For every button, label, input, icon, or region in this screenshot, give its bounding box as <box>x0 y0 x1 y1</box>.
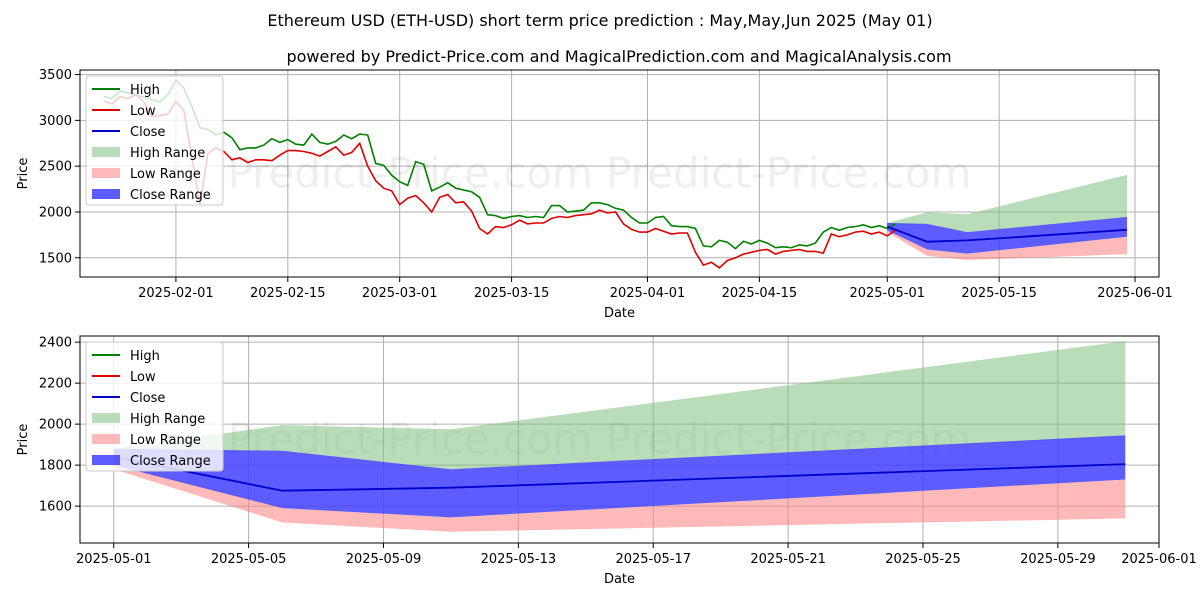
legend-swatch-low-range <box>92 434 120 444</box>
x-tick-label: 2025-05-15 <box>961 286 1037 301</box>
ticks: 2025-02-01 2025-02-15 2025-03-01 2025-03-15… <box>39 68 1173 301</box>
chart-title: Ethereum USD (ETH-USD) short term price … <box>267 11 932 30</box>
legend-label: Close <box>130 391 165 406</box>
low-range-band <box>113 463 1126 532</box>
y-tick-label: 3500 <box>39 68 72 83</box>
y-tick-label: 3000 <box>39 114 72 129</box>
x-axis-label: Date <box>604 306 635 321</box>
plot-area: Predict-Price.com Predict-Price.com <box>103 78 1128 269</box>
legend-label: Low Range <box>130 167 201 182</box>
close-range-band <box>887 217 1128 254</box>
legend-swatch-close-range <box>92 455 120 465</box>
axes-frame <box>79 69 1160 278</box>
bottom-panel: Predict-Price.com Predict-Price.com2025-… <box>16 335 1197 587</box>
x-tick-label: 2025-05-21 <box>750 552 826 567</box>
legend-label: Low <box>130 104 156 119</box>
x-tick-label: 2025-03-15 <box>474 286 550 301</box>
legend-label: Close Range <box>130 188 211 203</box>
x-tick-label: 2025-05-09 <box>346 552 422 567</box>
legend-label: Low Range <box>130 433 201 448</box>
x-tick-label: 2025-05-01 <box>849 286 925 301</box>
legend-swatch-low-range <box>92 168 120 178</box>
legend-label: High <box>130 83 160 98</box>
watermark-text: Predict-Price.com Predict-Price.com <box>227 149 971 198</box>
x-tick-label: 2025-05-25 <box>885 552 961 567</box>
ticks: 2025-05-01 2025-05-05 2025-05-09 2025-05-13… <box>39 336 1197 567</box>
x-tick-label: 2025-02-01 <box>138 286 214 301</box>
legend-label: High Range <box>130 412 205 427</box>
x-tick-label: 2025-02-15 <box>250 286 326 301</box>
high-series-line <box>103 78 896 250</box>
legend: High Low Close High Range Low Range Close Ran… <box>85 75 224 206</box>
y-tick-label: 2000 <box>39 418 72 433</box>
legend-box <box>85 75 224 206</box>
x-tick-label: 2025-05-29 <box>1020 552 1096 567</box>
y-tick-label: 2000 <box>39 205 72 220</box>
y-axis-label: Price <box>16 158 31 190</box>
legend-swatch-high-range <box>92 413 120 423</box>
low-series-line <box>103 93 896 269</box>
top-panel: Predict-Price.com Predict-Price.com2025-… <box>16 68 1173 321</box>
x-tick-label: 2025-05-17 <box>615 552 691 567</box>
y-axis-label: Price <box>16 424 31 456</box>
x-axis-label: Date <box>604 572 635 587</box>
x-tick-label: 2025-04-01 <box>610 286 686 301</box>
plot-area: Predict-Price.com Predict-Price.com <box>113 341 1126 532</box>
y-tick-label: 2200 <box>39 377 72 392</box>
legend-label: High Range <box>130 146 205 161</box>
x-tick-label: 2025-05-01 <box>76 552 152 567</box>
y-tick-label: 1600 <box>39 500 72 515</box>
x-tick-label: 2025-03-01 <box>362 286 438 301</box>
y-tick-label: 2400 <box>39 336 72 351</box>
y-tick-label: 2500 <box>39 160 72 175</box>
legend-label: Low <box>130 370 156 385</box>
x-tick-label: 2025-06-01 <box>1097 286 1173 301</box>
legend-box <box>85 341 224 472</box>
x-tick-label: 2025-05-13 <box>481 552 557 567</box>
low-range-band <box>887 229 1128 261</box>
high-range-band <box>887 174 1128 233</box>
legend-label: Close Range <box>130 454 211 469</box>
x-tick-label: 2025-04-15 <box>722 286 798 301</box>
y-tick-label: 1500 <box>39 251 72 266</box>
legend-swatch-high-range <box>92 147 120 157</box>
legend-label: Close <box>130 125 165 140</box>
close-series-line <box>113 456 1126 492</box>
x-tick-label: 2025-05-05 <box>211 552 287 567</box>
close-series-line <box>886 225 1128 243</box>
x-tick-label: 2025-06-01 <box>1121 552 1197 567</box>
high-range-band <box>113 341 1126 470</box>
y-tick-label: 1800 <box>39 459 72 474</box>
legend: High Low Close High Range Low Range Close Ran… <box>85 341 224 472</box>
legend-swatch-close-range <box>92 189 120 199</box>
chart-subtitle: powered by Predict-Price.com and Magical… <box>286 47 951 66</box>
axes-frame <box>79 335 1160 544</box>
close-range-band <box>113 435 1126 518</box>
legend-label: High <box>130 349 160 364</box>
